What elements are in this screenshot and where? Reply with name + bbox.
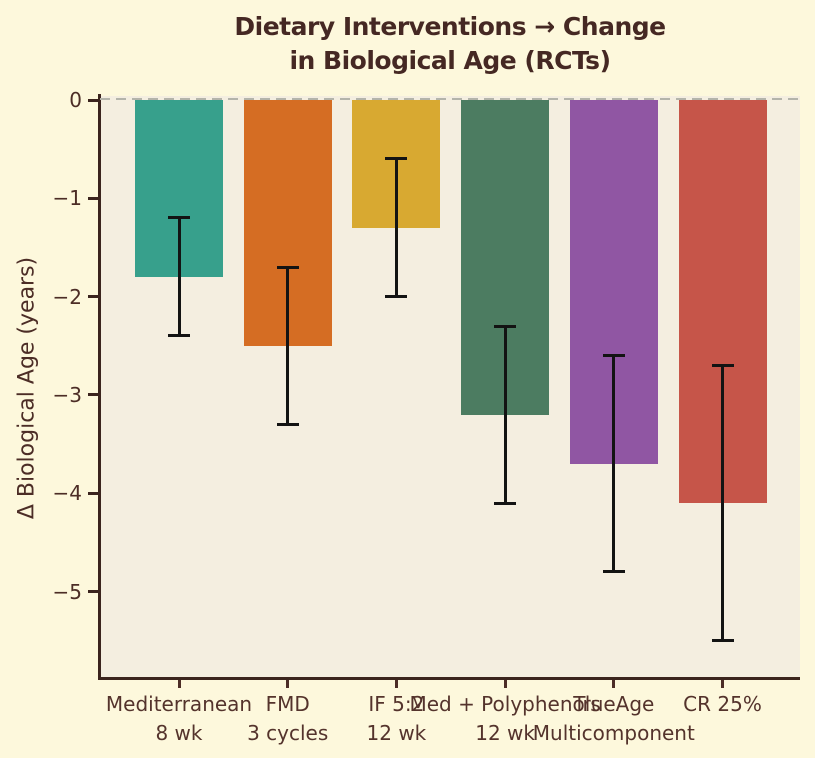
x-tick-label-trueage: TrueAge Multicomponent [533, 690, 695, 748]
x-tick-label-mediterranean-line1: Mediterranean [105, 692, 253, 716]
x-tick-mark-if-5-2 [394, 680, 398, 688]
error-bar-if-5-2 [394, 158, 398, 297]
y-tick-mark-5 [88, 590, 98, 593]
x-tick-label-mediterranean: Mediterranean 8 wk [106, 690, 252, 748]
x-tick-label-fmd: FMD 3 cycles [247, 690, 328, 748]
x-tick-label-trueage-line1: TrueAge [573, 692, 655, 716]
y-tick-label-3: −3 [52, 382, 82, 407]
error-cap-bottom-fmd [276, 422, 299, 426]
y-tick-label-0: 0 [69, 88, 82, 112]
x-tick-label-if-5-2-line1: IF 5:2 [368, 692, 425, 716]
x-tick-label-cr-25-line1: CR 25% [683, 692, 762, 716]
x-tick-mark-med-polyphenols [503, 680, 507, 688]
error-bar-trueage [612, 355, 616, 572]
error-cap-bottom-med-polyphenols [494, 501, 517, 505]
x-tick-mark-cr-25 [721, 680, 724, 688]
x-tick-label-med-polyphenols-line2: 12 wk [475, 721, 535, 745]
chart-title: Dietary Interventions → Change in Biolog… [100, 10, 800, 78]
error-bar-fmd [286, 267, 290, 425]
error-bar-med-polyphenols [503, 326, 507, 504]
y-tick-mark-3 [88, 393, 98, 397]
error-cap-bottom-trueage [602, 570, 625, 574]
error-cap-top-mediterranean [168, 216, 190, 220]
error-cap-top-trueage [602, 354, 625, 358]
x-tick-label-mediterranean-line2: 8 wk [155, 721, 203, 745]
error-bar-mediterranean [177, 217, 181, 336]
x-tick-label-cr-25: CR 25% [683, 690, 762, 719]
y-tick-mark-0 [88, 98, 98, 102]
y-tick-label-5: −5 [52, 579, 82, 604]
x-tick-mark-trueage [612, 680, 616, 688]
y-tick-mark-4 [88, 491, 98, 495]
error-cap-top-if-5-2 [385, 157, 408, 161]
y-tick-label-4: −4 [52, 481, 82, 506]
x-tick-label-trueage-line2: Multicomponent [532, 721, 695, 745]
zero-reference-line [100, 98, 800, 100]
error-bar-cr-25 [721, 365, 724, 641]
y-tick-mark-2 [88, 295, 98, 299]
chart-title-line1: Dietary Interventions → Change [234, 12, 666, 41]
x-axis-spine [98, 677, 800, 680]
x-tick-label-fmd-line2: 3 cycles [247, 721, 329, 745]
chart-title-line2: in Biological Age (RCTs) [289, 46, 611, 75]
error-cap-bottom-cr-25 [711, 639, 734, 643]
x-tick-label-med-polyphenols-line1: Med + Polyphenols [409, 692, 601, 716]
x-tick-label-if-5-2: IF 5:2 12 wk [367, 690, 427, 748]
y-axis-spine [98, 94, 101, 680]
error-cap-bottom-if-5-2 [385, 295, 408, 299]
x-tick-label-if-5-2-line2: 12 wk [366, 721, 427, 745]
error-cap-top-cr-25 [711, 363, 734, 367]
y-tick-mark-1 [88, 196, 98, 200]
error-cap-bottom-mediterranean [168, 334, 190, 338]
x-tick-label-fmd-line1: FMD [265, 692, 310, 716]
error-cap-top-fmd [276, 265, 299, 269]
x-tick-mark-mediterranean [177, 680, 181, 688]
y-tick-label-1: −1 [52, 186, 82, 211]
x-tick-mark-fmd [286, 680, 290, 688]
x-tick-label-med-polyphenols: Med + Polyphenols 12 wk [409, 690, 600, 748]
error-cap-top-med-polyphenols [494, 324, 517, 328]
y-tick-label-2: −2 [52, 284, 82, 309]
